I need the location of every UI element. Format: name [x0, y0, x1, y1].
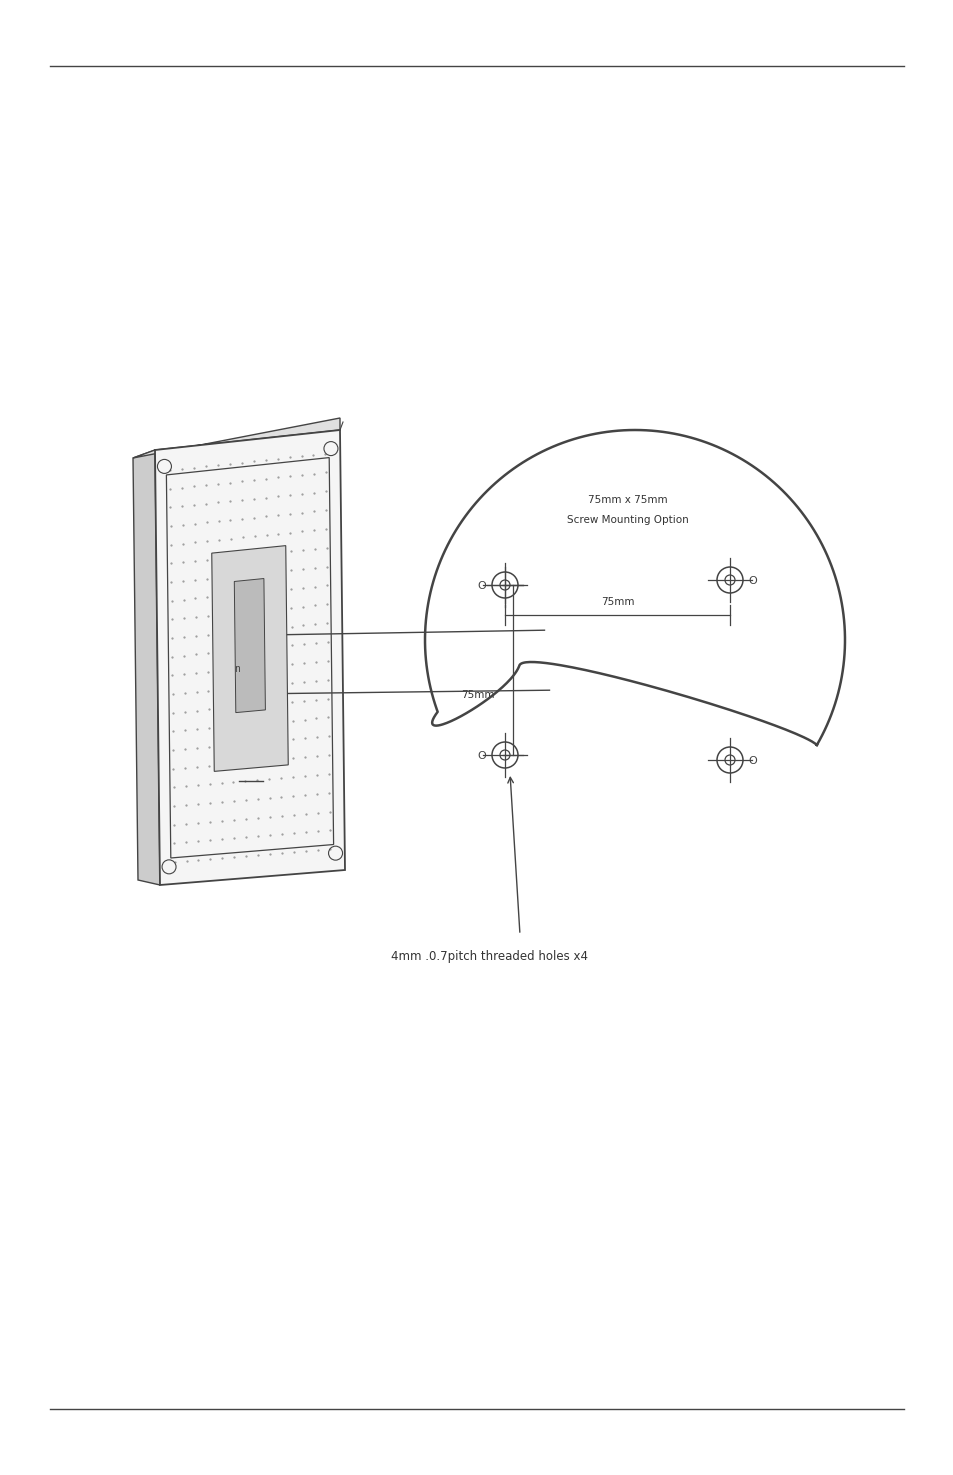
- Text: Screw Mounting Option: Screw Mounting Option: [566, 515, 688, 525]
- Text: O: O: [747, 577, 756, 586]
- Text: 75mm: 75mm: [600, 597, 634, 608]
- Polygon shape: [154, 431, 345, 885]
- Text: 75mm x 75mm: 75mm x 75mm: [587, 496, 666, 504]
- Polygon shape: [234, 578, 265, 712]
- Polygon shape: [132, 450, 160, 885]
- Text: 75mm: 75mm: [460, 690, 495, 701]
- Text: n: n: [234, 664, 240, 674]
- Polygon shape: [132, 417, 339, 459]
- Text: O: O: [476, 581, 485, 591]
- Text: O: O: [747, 757, 756, 766]
- Text: 4mm .0.7pitch threaded holes x4: 4mm .0.7pitch threaded holes x4: [391, 950, 588, 963]
- Text: O: O: [476, 751, 485, 761]
- Polygon shape: [212, 546, 288, 771]
